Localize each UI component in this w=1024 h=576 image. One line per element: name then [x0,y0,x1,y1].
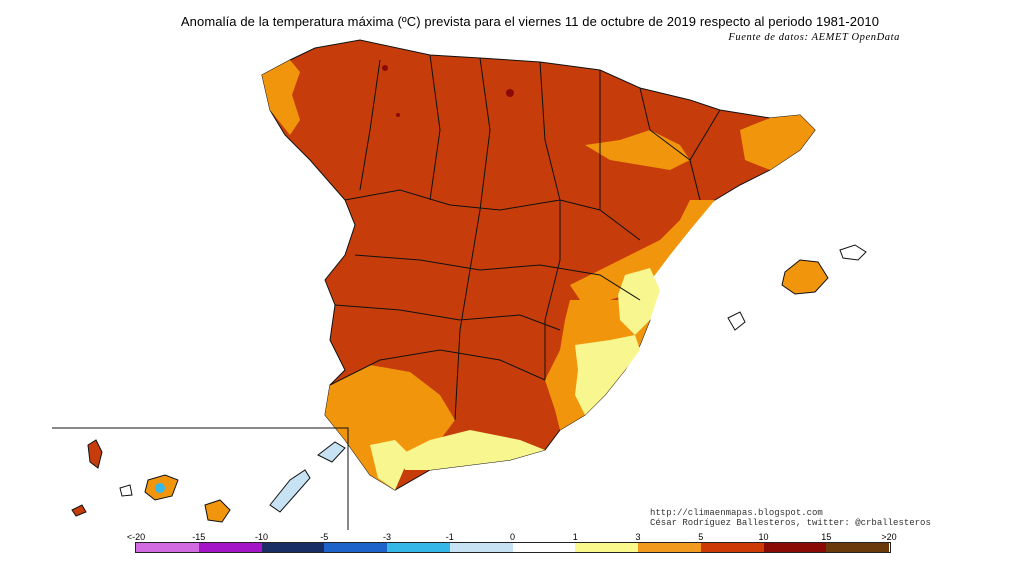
hotspot-galicia [396,113,400,117]
mallorca [781,259,829,295]
map-title: Anomalía de la temperatura máxima (ºC) p… [180,14,880,29]
tenerife-core [155,483,165,493]
canary-islands [71,439,346,523]
murcia-yellow [575,335,640,415]
gran-canaria [204,499,231,523]
valencia-coast-yellow [618,268,660,335]
credits-author: César Rodríguez Ballesteros, twitter: @c… [650,518,931,528]
gibraltar-yellow [370,440,410,490]
andalusia-orange [325,365,455,490]
credits-url: http://climaenmapas.blogspot.com [650,508,823,518]
lanzarote [317,441,346,463]
south-coast-yellow [400,430,545,470]
la-gomera [119,484,133,497]
ibiza [727,311,746,331]
la-palma [87,439,103,469]
fuerteventura [269,469,311,513]
credits: http://climaenmapas.blogspot.com César R… [650,508,931,528]
catalonia-orange [740,115,815,170]
valencia-orange [570,200,715,300]
menorca [839,244,867,261]
hotspot-leon [382,65,388,71]
canary-inset-frame [52,427,349,530]
data-source-label: Fuente de datos: AEMET OpenData [728,32,900,43]
province-borders [329,54,721,421]
hotspot-basque [506,89,514,97]
northwest-orange-band [262,60,300,135]
el-hierro [71,504,87,517]
